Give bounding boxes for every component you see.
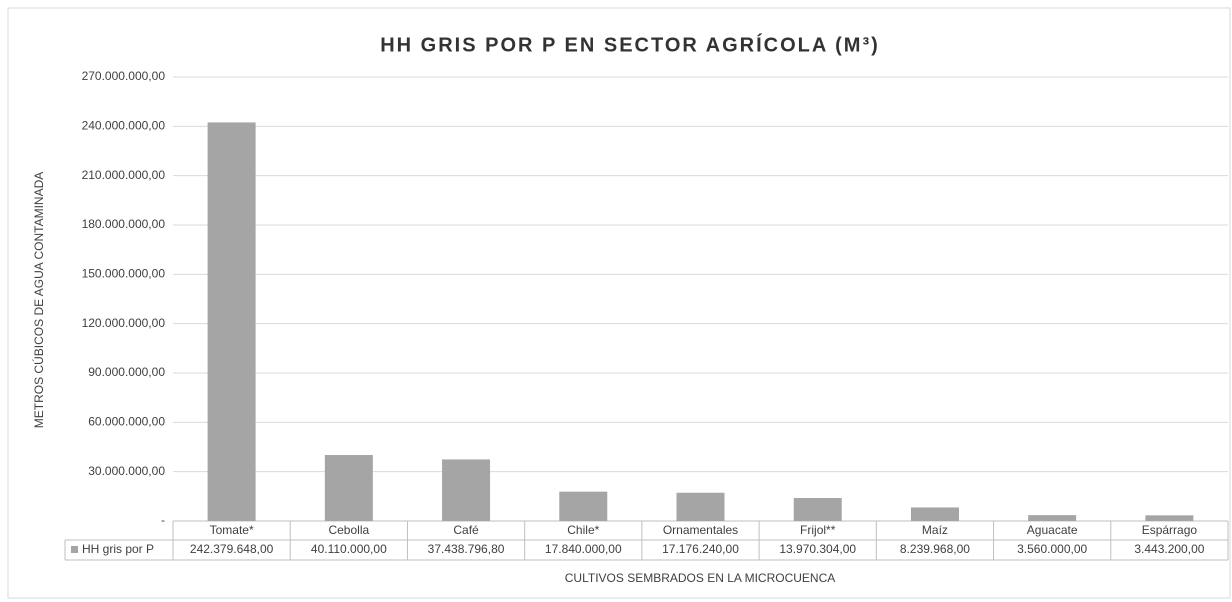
y-tick-label: 150.000.000,00 bbox=[82, 267, 166, 281]
x-tick-label: Ornamentales bbox=[663, 523, 738, 537]
legend-key bbox=[71, 546, 78, 553]
y-tick-label: 30.000.000,00 bbox=[88, 464, 165, 478]
table-value: 3.560.000,00 bbox=[1017, 542, 1087, 556]
x-tick-label: Aguacate bbox=[1027, 523, 1078, 537]
bar bbox=[207, 122, 256, 521]
y-axis-label: METROS CÚBICOS DE AGUA CONTAMINADA bbox=[31, 172, 46, 428]
y-tick-label: 120.000.000,00 bbox=[82, 316, 166, 330]
x-tick-label: Tomate* bbox=[210, 523, 254, 537]
x-tick-label: Maíz bbox=[922, 523, 948, 537]
table-value: 40.110.000,00 bbox=[311, 542, 387, 556]
bar bbox=[910, 507, 959, 521]
bar bbox=[1145, 515, 1194, 521]
bar bbox=[324, 455, 373, 521]
y-tick-label: 210.000.000,00 bbox=[82, 168, 166, 182]
y-tick-label: 180.000.000,00 bbox=[82, 217, 166, 231]
table-value: 13.970.304,00 bbox=[779, 542, 856, 556]
table-value: 242.379.648,00 bbox=[190, 542, 274, 556]
table-value: 37.438.796,80 bbox=[428, 542, 505, 556]
chart-title: HH GRIS POR P EN SECTOR AGRÍCOLA (M³) bbox=[380, 33, 880, 56]
bar bbox=[442, 459, 491, 521]
legend-label: HH gris por P bbox=[82, 542, 154, 556]
y-tick-label: 240.000.000,00 bbox=[82, 119, 166, 133]
table-value: 17.840.000,00 bbox=[545, 542, 622, 556]
bar bbox=[559, 491, 608, 521]
bar bbox=[793, 498, 842, 521]
table-value: 3.443.200,00 bbox=[1134, 542, 1204, 556]
x-tick-label: Chile* bbox=[567, 523, 599, 537]
x-tick-label: Cebolla bbox=[328, 523, 369, 537]
y-tick-label: 90.000.000,00 bbox=[88, 365, 165, 379]
y-tick-label: 270.000.000,00 bbox=[82, 69, 166, 83]
x-tick-label: Café bbox=[453, 523, 479, 537]
chart-border bbox=[7, 7, 1231, 599]
x-tick-label: Frijol** bbox=[800, 523, 836, 537]
x-tick-label: Espárrago bbox=[1142, 523, 1198, 537]
x-axis-label: CULTIVOS SEMBRADOS EN LA MICROCUENCA bbox=[565, 571, 836, 585]
bar bbox=[676, 492, 725, 521]
table-value: 17.176.240,00 bbox=[662, 542, 739, 556]
y-tick-label: - bbox=[161, 513, 165, 527]
bar bbox=[1028, 515, 1077, 521]
table-value: 8.239.968,00 bbox=[900, 542, 970, 556]
y-tick-label: 60.000.000,00 bbox=[88, 415, 165, 429]
